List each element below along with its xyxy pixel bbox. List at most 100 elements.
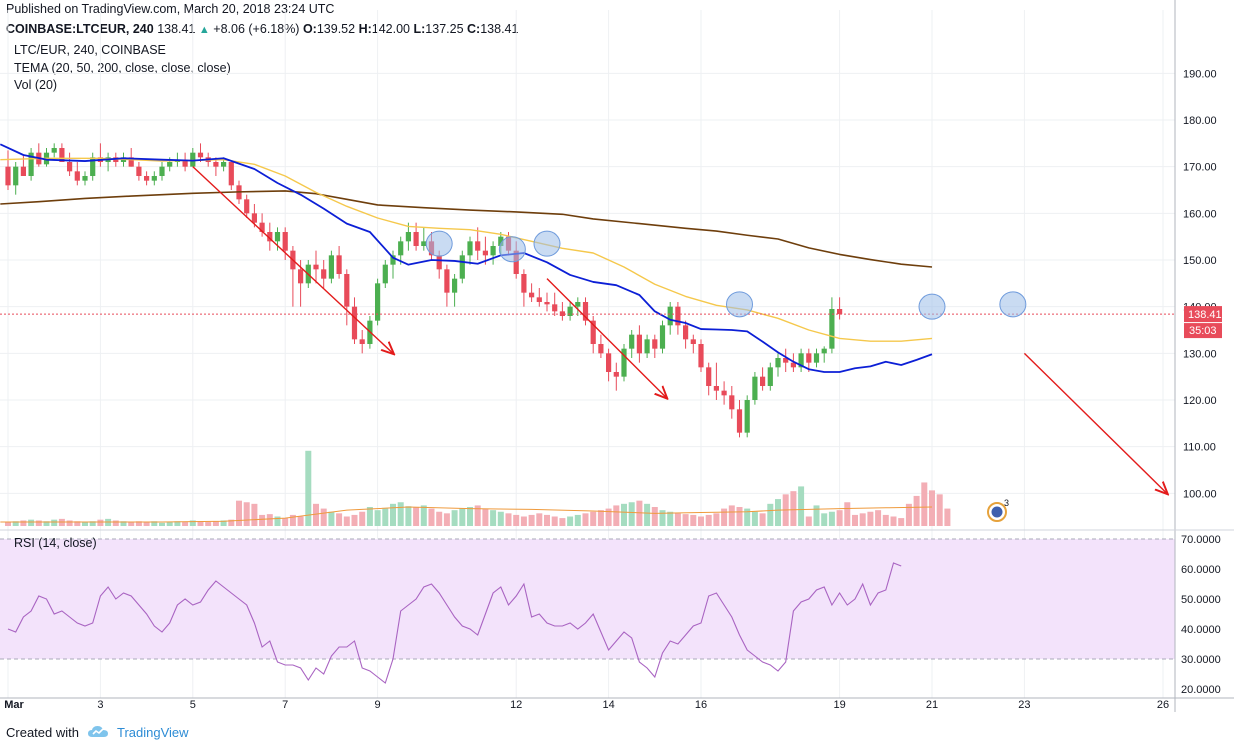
volume-bar xyxy=(490,510,497,526)
candle-body xyxy=(344,274,350,307)
candle-body xyxy=(282,232,288,251)
symbol-name: COINBASE:LTCEUR, 240 xyxy=(6,22,154,36)
volume-bar xyxy=(89,521,96,526)
tema-lines xyxy=(0,143,1175,373)
candle-body xyxy=(482,250,488,256)
up-arrow-icon: ▲ xyxy=(198,24,210,36)
rsi-legend[interactable]: RSI (14, close) xyxy=(14,536,97,550)
legend-tema[interactable]: TEMA (20, 50, 200, close, close, close) xyxy=(14,60,231,75)
candle xyxy=(105,152,111,172)
footer-brand[interactable]: TradingView xyxy=(116,724,189,740)
candle xyxy=(475,227,481,260)
highlight-circle xyxy=(425,230,453,257)
candle xyxy=(159,162,165,181)
candle xyxy=(775,353,781,377)
candle xyxy=(729,386,735,419)
volume-bar xyxy=(143,522,150,526)
volume-bar xyxy=(828,511,835,526)
volume-bar xyxy=(944,508,951,526)
volume-bar xyxy=(728,505,735,526)
volume-bar xyxy=(574,514,581,526)
candle-body xyxy=(598,344,604,354)
volume-bar xyxy=(228,519,235,526)
candle-body xyxy=(690,339,696,344)
volume-bar xyxy=(621,503,627,526)
price-tick-label: 170.00 xyxy=(1183,162,1217,174)
volume-bar xyxy=(297,516,304,526)
candle xyxy=(90,152,96,181)
candle-body xyxy=(452,278,458,293)
volume-bar xyxy=(259,514,266,526)
volume-bar xyxy=(351,514,358,526)
candle-body xyxy=(652,339,658,349)
volume-bar xyxy=(651,507,658,526)
legend-pair[interactable]: LTC/EUR, 240, COINBASE xyxy=(14,43,166,57)
candle xyxy=(713,362,719,400)
candle xyxy=(529,283,535,302)
candle-body xyxy=(182,159,188,167)
candle-body xyxy=(82,176,88,181)
volume-bar xyxy=(759,513,766,526)
candle-body xyxy=(228,162,234,186)
volume-bar xyxy=(721,508,728,526)
volume-bar xyxy=(682,514,689,526)
candle xyxy=(544,292,550,312)
price-tick-label: 110.00 xyxy=(1183,442,1216,454)
candle-body xyxy=(813,353,820,363)
volume-bar xyxy=(467,507,473,526)
volume-bar xyxy=(359,511,366,526)
volume-bar xyxy=(343,516,350,526)
candle xyxy=(351,297,358,344)
candle xyxy=(144,171,150,186)
price-tick-label: 130.00 xyxy=(1183,348,1217,360)
volume-bar xyxy=(744,508,751,526)
volume-bar xyxy=(120,521,127,526)
candle xyxy=(382,260,388,288)
candle-body xyxy=(421,241,427,246)
tema-20-line xyxy=(0,143,933,373)
tradingview-cloud-logo-icon xyxy=(87,726,108,737)
volume-bar xyxy=(890,516,897,526)
candle xyxy=(405,222,411,251)
candle-body xyxy=(698,344,704,368)
volume-bar xyxy=(5,522,11,526)
candle xyxy=(821,346,827,363)
volume-bar xyxy=(659,510,666,526)
candle xyxy=(798,348,804,372)
candle-body xyxy=(398,241,404,256)
volume-bar xyxy=(420,505,427,526)
candle xyxy=(652,334,658,358)
volume-bar xyxy=(605,508,612,526)
candle-body xyxy=(244,199,250,214)
volume-bar xyxy=(559,518,566,526)
volume-bar xyxy=(852,514,858,526)
volume-bar xyxy=(74,521,81,526)
candle xyxy=(490,241,496,265)
candle xyxy=(43,148,50,167)
candle-body xyxy=(274,232,281,242)
time-tick-label: 16 xyxy=(695,699,707,711)
candle-body xyxy=(513,250,519,274)
candle xyxy=(67,152,73,176)
candle xyxy=(760,367,766,391)
volume-bar xyxy=(497,511,504,526)
high-value: 142.00 xyxy=(371,22,410,36)
price-change: +8.06 (+6.18%) xyxy=(213,22,300,36)
legend-volume[interactable]: Vol (20) xyxy=(14,78,58,92)
candle xyxy=(636,325,642,363)
candle-body xyxy=(590,320,596,344)
volume-bar xyxy=(905,503,912,526)
candle-body xyxy=(721,390,727,396)
time-tick-label: Mar xyxy=(4,699,24,711)
volume-bar xyxy=(582,513,589,526)
volume-bar xyxy=(366,507,373,526)
volume-bars xyxy=(0,450,951,526)
candle-body xyxy=(606,353,612,372)
candle xyxy=(698,339,704,372)
candle-body xyxy=(790,362,796,368)
candle-body xyxy=(706,367,712,386)
candle xyxy=(259,213,265,237)
candle xyxy=(274,227,281,251)
volume-bar xyxy=(197,521,204,526)
